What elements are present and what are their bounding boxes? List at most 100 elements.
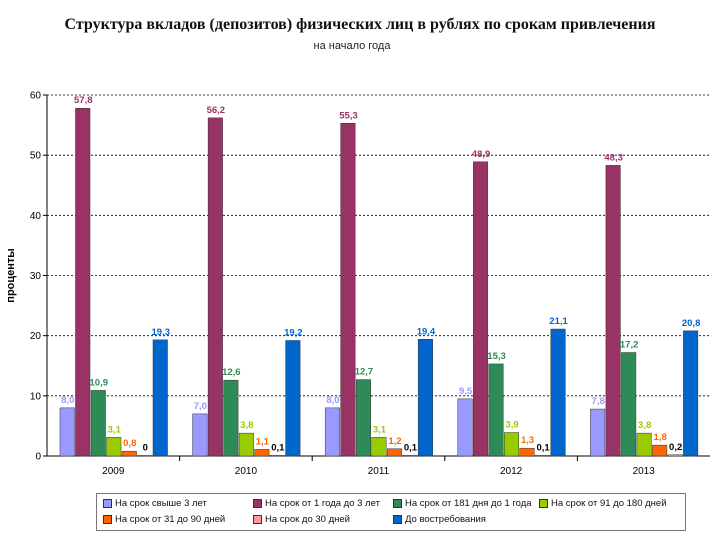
data-label: 15,3	[487, 351, 506, 362]
legend-item: На срок от 1 года до 3 лет	[253, 497, 380, 511]
x-tick-label: 2013	[633, 466, 656, 477]
y-tick-label: 60	[30, 91, 42, 102]
bar	[386, 448, 402, 457]
data-label: 19,2	[284, 327, 303, 338]
bar	[683, 330, 699, 457]
bar	[417, 339, 433, 457]
legend-item: На срок до 30 дней	[253, 513, 350, 527]
y-tick-label: 30	[30, 271, 42, 282]
bar	[590, 408, 606, 457]
data-label: 0,1	[404, 442, 418, 453]
x-tick-label: 2010	[235, 466, 258, 477]
bar	[324, 407, 340, 457]
y-tick-label: 40	[30, 211, 42, 222]
data-label: 1,2	[388, 436, 401, 447]
data-label: 0,8	[123, 438, 136, 449]
bar	[605, 165, 621, 457]
bar	[457, 398, 473, 457]
data-label: 7,0	[194, 401, 207, 412]
data-label: 0,2	[669, 442, 682, 453]
data-label: 19,3	[152, 327, 171, 338]
x-tick-label: 2009	[102, 466, 125, 477]
legend-swatch	[393, 514, 402, 524]
bar	[519, 447, 535, 457]
data-label: 8,0	[326, 395, 339, 406]
legend-swatch	[253, 514, 262, 524]
bar	[488, 363, 504, 457]
data-label: 1,3	[521, 435, 534, 446]
data-label: 55,3	[339, 110, 358, 121]
y-tick-label: 0	[35, 452, 41, 463]
bar	[535, 455, 551, 457]
bar	[621, 352, 637, 457]
legend-swatch	[103, 498, 112, 508]
bar	[402, 455, 418, 457]
bar	[223, 379, 239, 457]
bar	[90, 390, 106, 457]
data-label: 3,9	[505, 420, 518, 431]
legend-label: На срок от 91 до 180 дней	[551, 498, 667, 509]
data-label: 20,8	[682, 318, 701, 329]
chart-title: Структура вкладов (депозитов) физических…	[64, 16, 656, 33]
data-label: 19,4	[417, 326, 436, 337]
data-label: 9,5	[459, 386, 473, 397]
bar	[59, 407, 75, 457]
legend-label: До востребования	[405, 514, 486, 525]
data-label: 0,1	[536, 442, 550, 453]
legend-label: На срок от 181 дня до 1 года	[405, 498, 532, 509]
bar	[269, 455, 285, 457]
chart-subtitle: на начало года	[313, 40, 391, 52]
data-label: 12,6	[222, 367, 241, 378]
x-tick-label: 2012	[500, 466, 523, 477]
y-axis-title: проценты	[5, 248, 17, 302]
bar	[75, 107, 91, 457]
legend-label: На срок от 31 до 90 дней	[115, 514, 226, 525]
bar	[355, 379, 371, 457]
data-label: 0	[143, 443, 148, 454]
data-label: 1,8	[654, 432, 667, 443]
data-label: 1,1	[256, 436, 270, 447]
data-label: 48,3	[604, 152, 623, 163]
bar	[667, 454, 683, 457]
bar	[106, 437, 122, 457]
bar	[652, 444, 668, 457]
y-tick-label: 50	[30, 151, 42, 162]
bar	[152, 339, 168, 457]
bar	[192, 413, 208, 457]
y-tick-label: 10	[30, 391, 42, 402]
bar	[340, 123, 356, 457]
bar	[636, 432, 652, 457]
legend-item: На срок свыше 3 лет	[103, 497, 207, 511]
y-tick-label: 20	[30, 331, 42, 342]
chart-legend: На срок свыше 3 лет На срок от 1 года до …	[96, 493, 686, 531]
data-label: 0,1	[271, 442, 285, 453]
legend-item: На срок от 31 до 90 дней	[103, 513, 225, 527]
data-label: 48,9	[472, 149, 491, 160]
data-label: 57,8	[74, 95, 93, 106]
legend-label: На срок от 1 года до 3 лет	[265, 498, 380, 509]
data-label: 3,8	[240, 420, 253, 431]
legend-item: На срок от 181 дня до 1 года	[393, 497, 532, 511]
data-label: 8,0	[61, 395, 74, 406]
bar	[254, 449, 270, 457]
legend-label: На срок до 30 дней	[265, 514, 350, 525]
data-label: 56,2	[207, 105, 226, 116]
legend-item: На срок от 91 до 180 дней	[539, 497, 667, 511]
data-label: 3,1	[373, 424, 387, 435]
bar	[207, 117, 223, 457]
bar	[285, 340, 301, 457]
bar	[473, 161, 489, 457]
bar	[121, 450, 137, 457]
bar	[371, 437, 387, 457]
bar	[550, 328, 566, 457]
legend-swatch	[253, 498, 262, 508]
data-label: 12,7	[355, 367, 374, 378]
legend-swatch	[103, 514, 112, 524]
data-label: 21,1	[549, 316, 568, 327]
data-label: 7,8	[592, 396, 605, 407]
bar	[504, 432, 520, 457]
data-label: 10,9	[90, 377, 109, 388]
data-label: 17,2	[620, 340, 639, 351]
bar	[137, 455, 153, 457]
